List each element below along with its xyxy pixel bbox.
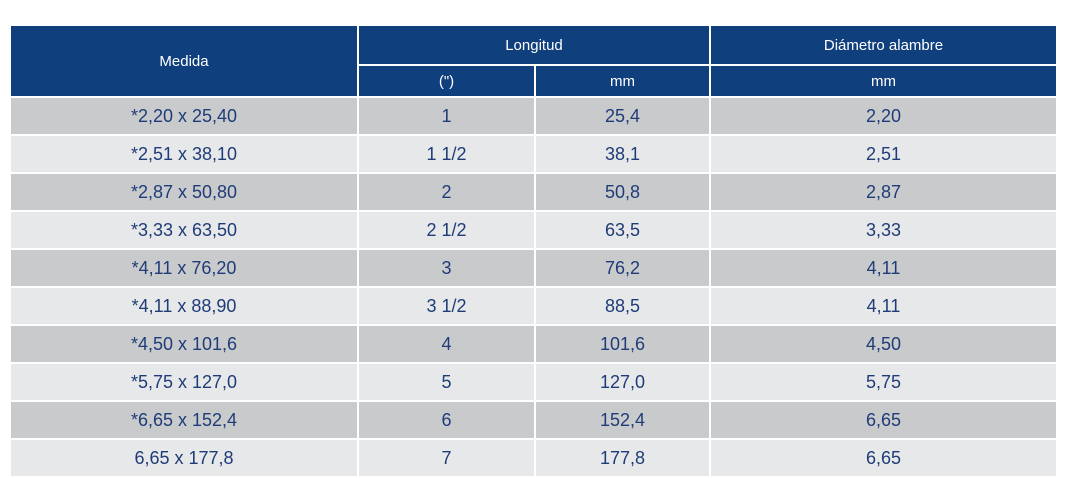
cell-medida: *4,11 x 76,20	[9, 248, 359, 288]
header-medida: Medida	[9, 24, 359, 98]
cell-inch: 2 1/2	[357, 210, 536, 250]
cell-diameter: 3,33	[709, 210, 1058, 250]
cell-mm: 127,0	[534, 362, 711, 402]
cell-mm: 177,8	[534, 438, 711, 478]
cell-medida: *4,50 x 101,6	[9, 324, 359, 364]
subheader-mm: mm	[534, 64, 711, 98]
cell-diameter: 4,11	[709, 248, 1058, 288]
table-body: *2,20 x 25,40 1 25,4 2,20 *2,51 x 38,10 1 1/2…	[9, 96, 1058, 478]
cell-inch: 7	[357, 438, 536, 478]
subheader-mm: mm	[709, 64, 1058, 98]
cell-inch: 2	[357, 172, 536, 212]
cell-diameter: 2,51	[709, 134, 1058, 174]
table-row: *2,51 x 38,10 1 1/2 38,1 2,51	[9, 134, 1058, 174]
cell-inch: 1 1/2	[357, 134, 536, 174]
table-row: *4,11 x 76,20 3 76,2 4,11	[9, 248, 1058, 288]
cell-inch: 5	[357, 362, 536, 402]
cell-medida: *4,11 x 88,90	[9, 286, 359, 326]
cell-mm: 152,4	[534, 400, 711, 440]
header-diametro: Diámetro alambre	[709, 24, 1058, 66]
cell-medida: *6,65 x 152,4	[9, 400, 359, 440]
subheader-inch: (")	[357, 64, 536, 98]
cell-mm: 25,4	[534, 96, 711, 136]
cell-diameter: 5,75	[709, 362, 1058, 402]
cell-medida: *2,51 x 38,10	[9, 134, 359, 174]
table-row: *4,50 x 101,6 4 101,6 4,50	[9, 324, 1058, 364]
cell-mm: 76,2	[534, 248, 711, 288]
cell-diameter: 2,20	[709, 96, 1058, 136]
cell-mm: 63,5	[534, 210, 711, 250]
cell-diameter: 6,65	[709, 438, 1058, 478]
table-row: *2,20 x 25,40 1 25,4 2,20	[9, 96, 1058, 136]
cell-diameter: 6,65	[709, 400, 1058, 440]
cell-diameter: 4,11	[709, 286, 1058, 326]
spec-table: Medida Longitud Diámetro alambre (") mm …	[9, 24, 1058, 478]
table-row: *6,65 x 152,4 6 152,4 6,65	[9, 400, 1058, 440]
table-row: *2,87 x 50,80 2 50,8 2,87	[9, 172, 1058, 212]
cell-mm: 38,1	[534, 134, 711, 174]
cell-diameter: 2,87	[709, 172, 1058, 212]
cell-mm: 50,8	[534, 172, 711, 212]
cell-mm: 88,5	[534, 286, 711, 326]
cell-medida: *2,20 x 25,40	[9, 96, 359, 136]
cell-medida: *2,87 x 50,80	[9, 172, 359, 212]
table-row: *4,11 x 88,90 3 1/2 88,5 4,11	[9, 286, 1058, 326]
cell-inch: 6	[357, 400, 536, 440]
cell-inch: 3	[357, 248, 536, 288]
cell-diameter: 4,50	[709, 324, 1058, 364]
cell-medida: *3,33 x 63,50	[9, 210, 359, 250]
cell-inch: 1	[357, 96, 536, 136]
header-longitud: Longitud	[357, 24, 711, 66]
cell-medida: 6,65 x 177,8	[9, 438, 359, 478]
table-wrapper: Medida Longitud Diámetro alambre (") mm …	[9, 24, 1058, 478]
table-row: *3,33 x 63,50 2 1/2 63,5 3,33	[9, 210, 1058, 250]
table-row: 6,65 x 177,8 7 177,8 6,65	[9, 438, 1058, 478]
cell-inch: 3 1/2	[357, 286, 536, 326]
cell-mm: 101,6	[534, 324, 711, 364]
table-row: *5,75 x 127,0 5 127,0 5,75	[9, 362, 1058, 402]
cell-medida: *5,75 x 127,0	[9, 362, 359, 402]
cell-inch: 4	[357, 324, 536, 364]
